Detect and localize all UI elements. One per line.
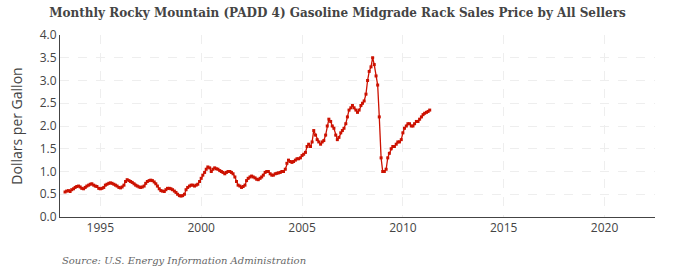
svg-text:2.5: 2.5 <box>40 94 57 111</box>
svg-text:1995: 1995 <box>87 219 115 236</box>
svg-text:0.0: 0.0 <box>40 208 57 225</box>
svg-text:0.5: 0.5 <box>40 185 57 202</box>
svg-text:2010: 2010 <box>389 219 417 236</box>
svg-text:3.0: 3.0 <box>40 72 57 89</box>
svg-text:4.0: 4.0 <box>40 26 57 43</box>
svg-text:2.0: 2.0 <box>40 117 57 134</box>
svg-text:3.5: 3.5 <box>40 49 57 66</box>
svg-text:Dollars per Gallon: Dollars per Gallon <box>7 67 26 184</box>
svg-text:1.5: 1.5 <box>40 140 57 157</box>
svg-text:Monthly Rocky Mountain (PADD 4: Monthly Rocky Mountain (PADD 4) Gasoline… <box>49 6 626 20</box>
svg-text:2020: 2020 <box>591 219 619 236</box>
svg-text:2015: 2015 <box>490 219 518 236</box>
svg-text:2005: 2005 <box>288 219 316 236</box>
svg-text:2000: 2000 <box>187 219 215 236</box>
svg-text:1.0: 1.0 <box>40 163 57 180</box>
svg-text:Source: U.S. Energy Informatio: Source: U.S. Energy Information Administ… <box>62 255 306 266</box>
